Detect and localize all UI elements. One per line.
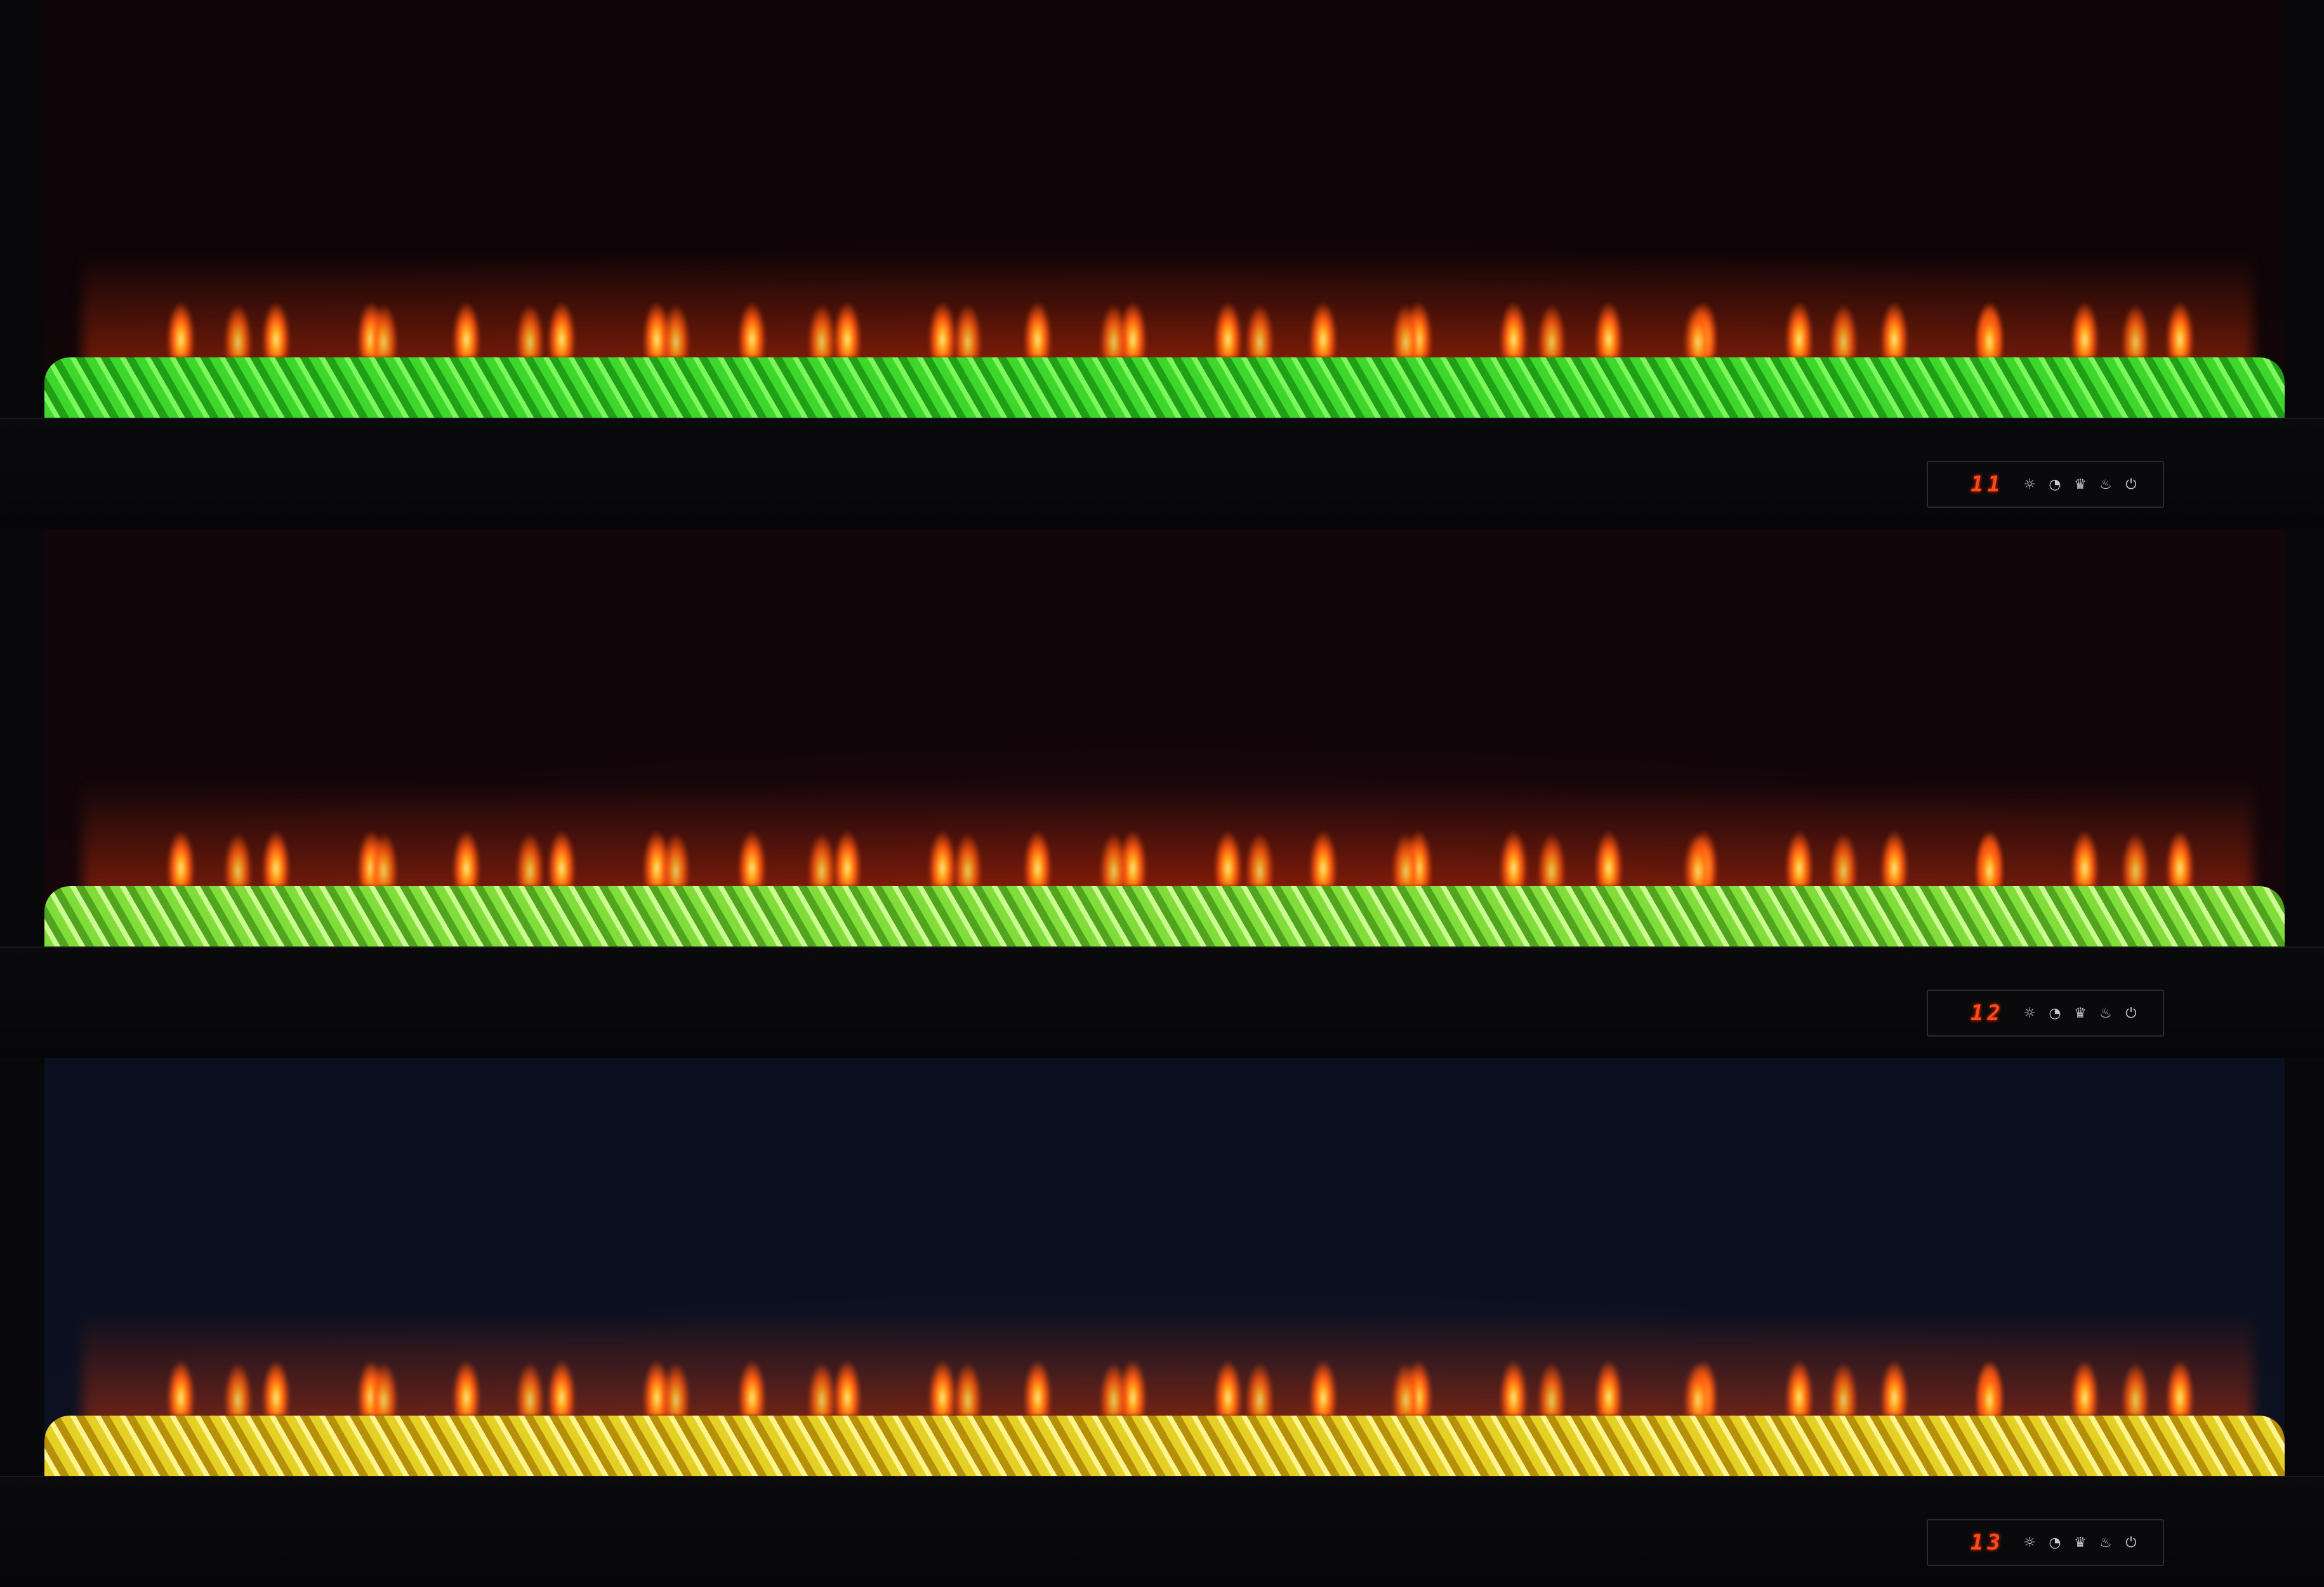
- flame-icon[interactable]: ♨: [2099, 1005, 2112, 1021]
- firebox: [44, 0, 2285, 418]
- flame-height-icon[interactable]: ♛: [2074, 1534, 2087, 1551]
- control-panel: 13 ☼ ◔ ♛ ♨ ⏻: [1927, 1519, 2164, 1566]
- timer-icon[interactable]: ◔: [2049, 1005, 2061, 1021]
- power-icon[interactable]: ⏻: [2125, 1534, 2137, 1551]
- control-panel: 11 ☼ ◔ ♛ ♨ ⏻: [1927, 461, 2164, 508]
- flames: [165, 281, 2259, 357]
- brightness-icon[interactable]: ☼: [2023, 1005, 2036, 1021]
- flames: [165, 1339, 2259, 1416]
- frame-bottom: 13 ☼ ◔ ♛ ♨ ⏻: [0, 1476, 2324, 1587]
- brightness-icon[interactable]: ☼: [2023, 476, 2036, 493]
- power-icon[interactable]: ⏻: [2125, 476, 2137, 493]
- power-icon[interactable]: ⏻: [2125, 1005, 2137, 1021]
- frame-bottom: 12 ☼ ◔ ♛ ♨ ⏻: [0, 946, 2324, 1058]
- led-readout: 13: [1971, 1530, 2004, 1555]
- timer-icon[interactable]: ◔: [2049, 476, 2061, 493]
- control-panel: 12 ☼ ◔ ♛ ♨ ⏻: [1927, 990, 2164, 1037]
- brightness-icon[interactable]: ☼: [2023, 1534, 2036, 1551]
- flame-height-icon[interactable]: ♛: [2074, 476, 2087, 493]
- crystal-ember-bed: [44, 886, 2285, 946]
- flame-height-icon[interactable]: ♛: [2074, 1005, 2087, 1021]
- led-readout: 12: [1971, 1000, 2004, 1026]
- crystal-ember-bed: [44, 1416, 2285, 1476]
- crystal-ember-bed: [44, 357, 2285, 418]
- firebox: [44, 1058, 2285, 1476]
- flame-icon[interactable]: ♨: [2099, 1534, 2112, 1551]
- flames: [165, 810, 2259, 886]
- firebox: [44, 529, 2285, 946]
- fireplace-panel-3: 13 ☼ ◔ ♛ ♨ ⏻: [0, 1058, 2324, 1587]
- led-readout: 11: [1971, 472, 2004, 497]
- fireplace-panel-1: 11 ☼ ◔ ♛ ♨ ⏻: [0, 0, 2324, 529]
- timer-icon[interactable]: ◔: [2049, 1534, 2061, 1551]
- fireplace-panel-2: 12 ☼ ◔ ♛ ♨ ⏻: [0, 529, 2324, 1058]
- flame-icon[interactable]: ♨: [2099, 476, 2112, 493]
- frame-bottom: 11 ☼ ◔ ♛ ♨ ⏻: [0, 418, 2324, 529]
